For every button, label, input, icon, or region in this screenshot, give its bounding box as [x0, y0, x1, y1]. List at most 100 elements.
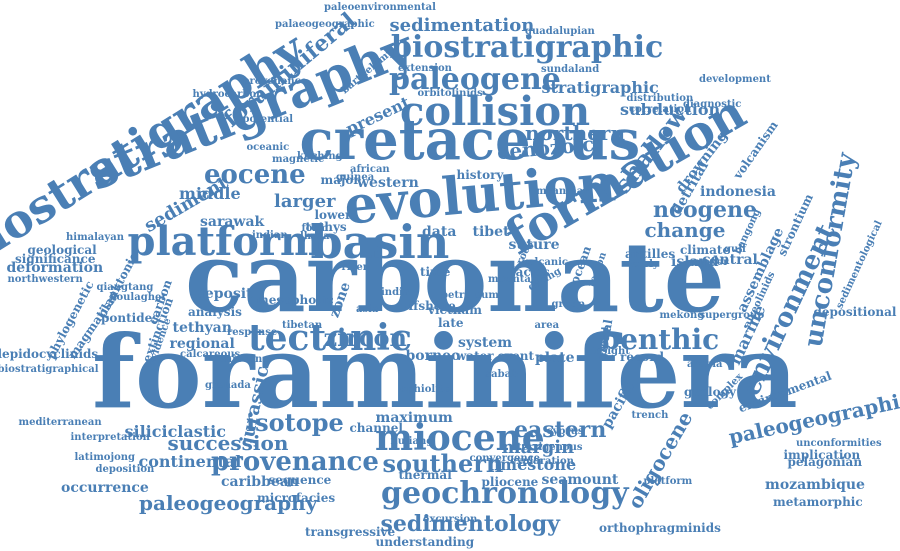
word-maximum-99: maximum: [375, 410, 453, 426]
word-lhasa-149: lhasa: [300, 231, 330, 242]
word-foraminifera-0: foraminifera: [92, 313, 798, 431]
word-climate-104: climate: [680, 243, 731, 257]
word-himalayan-137: himalayan: [66, 232, 124, 243]
word-analysis-74: analysis: [188, 305, 242, 319]
word-microfacies-90: microfacies: [257, 491, 336, 505]
word-interpretation-131: interpretation: [70, 432, 150, 443]
word-limestone-39: limestone: [488, 455, 577, 474]
word-facies-176: facies: [510, 265, 550, 279]
word-early-126: early: [631, 259, 659, 270]
word-cyprus-179: cyprus: [546, 426, 584, 437]
word-thermal-177: thermal: [398, 468, 452, 482]
word-transgressive-91: transgressive: [305, 525, 396, 539]
word-system-54: system: [458, 335, 513, 351]
word-form-150: form: [301, 223, 329, 234]
word-excursion-169: excursion: [423, 514, 478, 525]
word-channel-97: channel: [349, 421, 403, 435]
word-caribbean-60: caribbean: [221, 474, 300, 490]
word-guinea-141: guinea: [336, 172, 375, 183]
word-succession-34: succession: [167, 431, 289, 455]
word-benthic-17: benthic: [600, 323, 720, 356]
word-sequence-64: sequence: [268, 473, 332, 487]
word-vietnam-165: vietnam: [428, 303, 482, 317]
word-deposition-133: deposition: [95, 464, 155, 475]
word-provenance-18: provenance: [211, 447, 379, 477]
word-petroleum-164: petroleum: [441, 290, 499, 301]
word-tibetan-154: tibetan: [282, 320, 323, 331]
word-zircon-20: zircon: [323, 323, 407, 352]
word-palaeogeographic-67: palaeogeographic: [275, 19, 375, 30]
word-calcareous-183: calcareous: [180, 349, 241, 360]
word-collision-11: collision: [400, 88, 591, 135]
word-basin-7: basin: [310, 215, 450, 269]
word-ophiolite-173: ophiolite: [400, 384, 450, 395]
word-geological-75: geological: [27, 243, 97, 257]
word-eocene-21: eocene: [204, 160, 306, 190]
word-arabia-185: arabia: [687, 359, 723, 370]
word-implication-102: implication: [783, 448, 861, 462]
word-cretaceous-2: cretaceous: [299, 107, 641, 173]
word-myanmar-171: myanmar: [536, 186, 589, 197]
word-change-31: change: [644, 218, 726, 242]
word-central-106: central: [702, 252, 758, 268]
word-deformation-61: deformation: [6, 260, 104, 276]
word-western-88: western: [357, 175, 419, 191]
word-water-109: water: [456, 349, 494, 363]
word-diagnostic-72: diagnostic: [683, 99, 742, 110]
word-extension-70: extension: [398, 63, 452, 74]
word-orbitolinids-65: orbitolinids: [417, 88, 483, 99]
word-northwestern-77: northwestern: [7, 274, 83, 285]
word-subduction-43: subduction: [620, 100, 721, 119]
word-miocene-10: miocene: [375, 417, 545, 459]
word-sundaland-71: sundaland: [541, 64, 600, 75]
word-significance-76: significance: [15, 252, 96, 266]
word-northern-32: northern: [525, 121, 625, 145]
word-mekong-145: mekong: [659, 310, 705, 321]
word-antilles-86: antilles: [625, 247, 676, 261]
word-seamount-94: seamount: [541, 472, 619, 488]
word-lower-50: lower: [314, 208, 352, 222]
word-supergroup-146: supergroup: [699, 310, 765, 321]
word-deposit-62: deposit: [195, 286, 253, 302]
word-volcanic-172: volcanic: [522, 257, 569, 268]
word-isotope-26: isotope: [246, 408, 344, 437]
word-river-166: river: [341, 262, 369, 273]
word-sedimentation-33: sedimentation: [389, 15, 535, 36]
word-history-87: history: [456, 168, 504, 182]
word-occurrence-63: occurrence: [61, 480, 149, 496]
word-metamorphic-100: metamorphic: [773, 495, 863, 509]
word-paleogene-12: paleogene: [389, 62, 561, 97]
word-indonesia-45: indonesia: [700, 184, 776, 200]
word-lepidocyclinids-128: lepidocyclinids: [0, 347, 99, 361]
word-upper-125: upper: [695, 257, 729, 268]
word-latimojong-132: latimojong: [74, 452, 136, 463]
word-boulagher-136: boulagher: [109, 292, 167, 303]
word-middle-48: middle: [179, 184, 241, 203]
word-continental-35: continental: [138, 452, 242, 471]
word-paleoenvironmental-66: paleoenvironmental: [324, 2, 436, 13]
word-record-107: record: [620, 350, 664, 364]
word-carbonate-1: carbonate: [185, 221, 725, 334]
word-offshore-161: offshore: [400, 299, 456, 313]
word-correlation-159: correlation: [629, 104, 692, 115]
word-development-69: development: [699, 74, 771, 85]
word-asia-163: asia: [356, 304, 379, 315]
word-pelagonian-101: pelagonian: [787, 455, 863, 469]
word-nujiang-98: nujiang: [390, 436, 434, 447]
word-paleogeography-28: paleogeography: [139, 491, 318, 515]
word-geology-118: geology: [684, 385, 736, 399]
word-geochronology-9: geochronology: [381, 476, 629, 511]
word-data-82: data: [422, 224, 457, 240]
word-tethys-85: tethys: [305, 220, 347, 234]
word-tethyan-51: tethyan: [172, 320, 232, 336]
word-major-89: major: [320, 173, 360, 187]
word-biostratigraphical-129: biostratigraphical: [0, 364, 99, 375]
word-neogene-25: neogene: [653, 197, 758, 223]
word-tectonic-14: tectonic: [248, 317, 412, 359]
word-hydrocarbon-143: hydrocarbon: [192, 89, 264, 100]
word-regional-52: regional: [169, 336, 235, 352]
word-response-153: response: [227, 327, 278, 338]
word-miocene-184: miocene: [221, 354, 269, 365]
word-margin-38: margin: [501, 437, 575, 458]
word-gulf-181: gulf: [724, 244, 747, 255]
